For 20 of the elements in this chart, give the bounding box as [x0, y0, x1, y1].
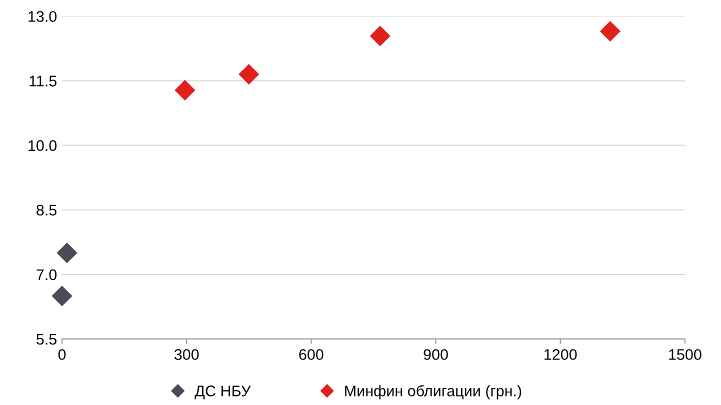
x-tick-label: 900 — [424, 349, 448, 360]
point — [52, 286, 72, 306]
point — [370, 26, 390, 46]
point — [238, 64, 260, 85]
point — [600, 20, 620, 42]
y-tick-label: 8.5 — [36, 204, 57, 216]
legend-label: Минфин облигации (грн.) — [345, 385, 522, 400]
x-tick-label: 0 — [58, 349, 66, 360]
y-tick-label: 5.5 — [36, 334, 57, 345]
x-tick-label: 600 — [299, 349, 324, 360]
x-tick-label: 1200 — [544, 349, 577, 360]
y-tick-label: 13.0 — [28, 11, 57, 22]
legend-label: ДС НБУ — [194, 386, 251, 400]
y-tick-label: 11.5 — [30, 76, 57, 86]
x-tick-label: 1500 — [669, 349, 702, 360]
point — [174, 80, 196, 101]
point — [56, 242, 78, 264]
y-tick-label: 10.0 — [28, 140, 57, 151]
x-tick-label: 300 — [174, 349, 199, 360]
y-tick-label: 7.0 — [36, 269, 57, 280]
